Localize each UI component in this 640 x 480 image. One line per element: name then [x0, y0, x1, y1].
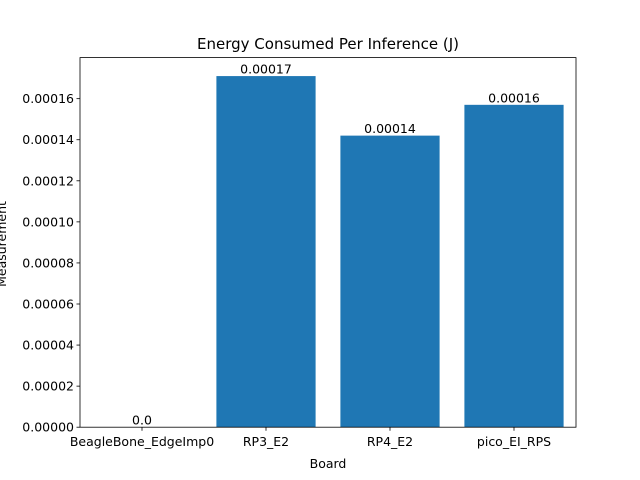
y-tick-label: 0.00012: [22, 173, 74, 188]
y-tick-label: 0.00014: [22, 132, 74, 147]
y-tick-label: 0.00016: [22, 91, 74, 106]
y-tick-label: 0.00008: [22, 255, 74, 270]
y-tick-label: 0.00000: [22, 420, 74, 435]
x-tick-label: pico_EI_RPS: [477, 434, 551, 449]
x-tick-label: RP4_E2: [367, 434, 413, 449]
y-tick-label: 0.00002: [22, 379, 74, 394]
y-tick-label: 0.00010: [22, 214, 74, 229]
data-label-RP3_E2: 0.00017: [240, 62, 292, 77]
bars-group: [216, 76, 564, 428]
data-label-RP4_E2: 0.00014: [364, 121, 416, 136]
data-label-BeagleBone_EdgeImp0: 0.0: [132, 413, 152, 428]
y-axis-label: Measurement: [0, 201, 9, 287]
bar-pico_EI_RPS: [464, 104, 564, 428]
chart-title: Energy Consumed Per Inference (J): [197, 35, 459, 53]
x-tick-label: RP3_E2: [243, 434, 289, 449]
y-tick-label: 0.00004: [22, 338, 74, 353]
x-axis-label: Board: [310, 456, 347, 471]
plot-area-frame: [79, 57, 577, 428]
bar-RP3_E2: [216, 76, 316, 428]
bar-RP4_E2: [340, 135, 440, 428]
x-tick-label: BeagleBone_EdgeImp0: [70, 434, 214, 449]
data-labels-group: 0.0 0.00017 0.00014 0.00016: [132, 62, 540, 428]
data-label-pico_EI_RPS: 0.00016: [488, 90, 540, 105]
x-axis-ticks: BeagleBone_EdgeImp0 RP3_E2 RP4_E2 pico_EI_R…: [70, 427, 551, 449]
y-axis-ticks: 0.00000 0.00002 0.00004 0.00006 0.00008 0.000…: [22, 91, 80, 435]
y-tick-label: 0.00006: [22, 297, 74, 312]
